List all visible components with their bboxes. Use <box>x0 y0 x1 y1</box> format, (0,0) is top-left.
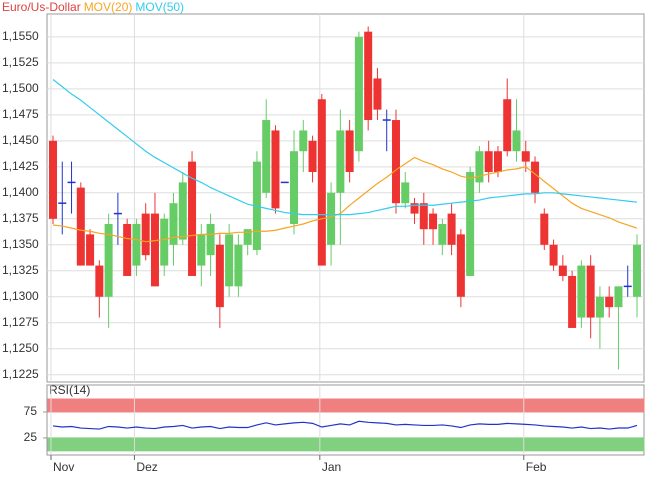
y-tick-label: 1,1275 <box>2 315 39 329</box>
candle-body <box>243 229 252 245</box>
y-tick-label: 1,1525 <box>2 55 39 69</box>
candle-body <box>49 140 57 219</box>
legend-entry: MOV(20) <box>84 0 133 14</box>
y-tick-label: 1,1300 <box>2 289 39 303</box>
candle-body <box>345 130 354 173</box>
candle-body <box>512 130 521 152</box>
candle-body <box>605 296 614 308</box>
candle-body <box>568 275 577 328</box>
candle-body <box>160 218 169 266</box>
candle-body <box>76 187 85 266</box>
candle-body <box>503 99 512 152</box>
candle-body <box>150 213 159 287</box>
candle-body <box>391 120 400 204</box>
candle-body <box>558 265 567 276</box>
x-tick-label: Jan <box>322 460 341 474</box>
legend-entry: MOV(50) <box>135 0 184 14</box>
candle-body <box>262 120 271 193</box>
candle-body <box>169 203 178 245</box>
candle-body <box>317 99 326 266</box>
candle-body <box>540 213 549 245</box>
y-tick-label: 1,1325 <box>2 263 39 277</box>
candle-body <box>197 234 206 266</box>
candle-body <box>336 130 345 193</box>
candle-body <box>354 36 363 152</box>
candle-body <box>447 213 456 245</box>
series-line <box>52 79 638 216</box>
candle-body <box>549 244 558 266</box>
rsi-title: RSI(14) <box>49 383 90 397</box>
candle-body <box>104 223 113 297</box>
y-tick-label: 1,1425 <box>2 159 39 173</box>
y-tick-label: 25 <box>24 430 38 444</box>
candle-body <box>271 130 280 209</box>
series-line <box>52 156 638 243</box>
candle-body <box>327 192 336 245</box>
x-tick-label: Feb <box>526 460 547 474</box>
candle-body <box>633 244 641 297</box>
candle-body <box>364 31 373 121</box>
y-tick-label: 1,1500 <box>2 81 39 95</box>
candle-body <box>123 223 132 276</box>
candle-body <box>586 265 595 318</box>
y-tick-label: 1,1400 <box>2 185 39 199</box>
candle-body <box>484 151 493 173</box>
candle-body <box>206 223 215 256</box>
candle-body <box>234 244 243 287</box>
candle-body <box>419 203 428 230</box>
candle-body <box>456 234 465 297</box>
candle-body <box>531 161 540 193</box>
candle-body <box>614 286 623 308</box>
candle-body <box>521 151 530 162</box>
y-tick-label: 1,1450 <box>2 133 39 147</box>
price-panel <box>46 13 645 383</box>
candle-body <box>86 234 95 266</box>
y-tick-label: 1,1225 <box>2 367 39 381</box>
candle-body <box>299 130 308 152</box>
candle-body <box>215 244 224 308</box>
chart-title: Euro/Us-Dollar <box>2 0 81 14</box>
y-tick-label: 1,1475 <box>2 107 39 121</box>
candle-body <box>178 182 187 240</box>
candle-body <box>132 223 141 266</box>
candle-body <box>188 161 197 276</box>
y-tick-label: 75 <box>24 404 38 418</box>
candle-body <box>225 234 234 287</box>
x-tick-label: Nov <box>53 460 74 474</box>
candle-body <box>373 78 382 110</box>
rsi-band <box>47 398 645 413</box>
rsi-band <box>47 437 645 452</box>
candle-body <box>466 172 475 276</box>
candle-body <box>290 151 299 224</box>
candle-body <box>438 223 447 245</box>
y-tick-label: 1,1350 <box>2 237 39 251</box>
x-tick-label: Dez <box>136 460 157 474</box>
candle-body <box>410 203 419 214</box>
candle-body <box>493 151 502 173</box>
legend: Euro/Us-Dollar MOV(20) MOV(50) <box>2 0 184 14</box>
candle-body <box>141 213 150 256</box>
y-tick-label: 1,1250 <box>2 341 39 355</box>
candle-body <box>577 265 586 318</box>
candle-body <box>429 213 438 230</box>
series-line <box>52 420 638 430</box>
y-tick-label: 1,1375 <box>2 211 39 225</box>
candle-body <box>401 182 410 204</box>
candle-body <box>475 151 484 183</box>
y-tick-label: 1,1550 <box>2 29 39 43</box>
candle-body <box>595 296 604 318</box>
candle-body <box>308 140 317 173</box>
candle-body <box>95 265 104 297</box>
